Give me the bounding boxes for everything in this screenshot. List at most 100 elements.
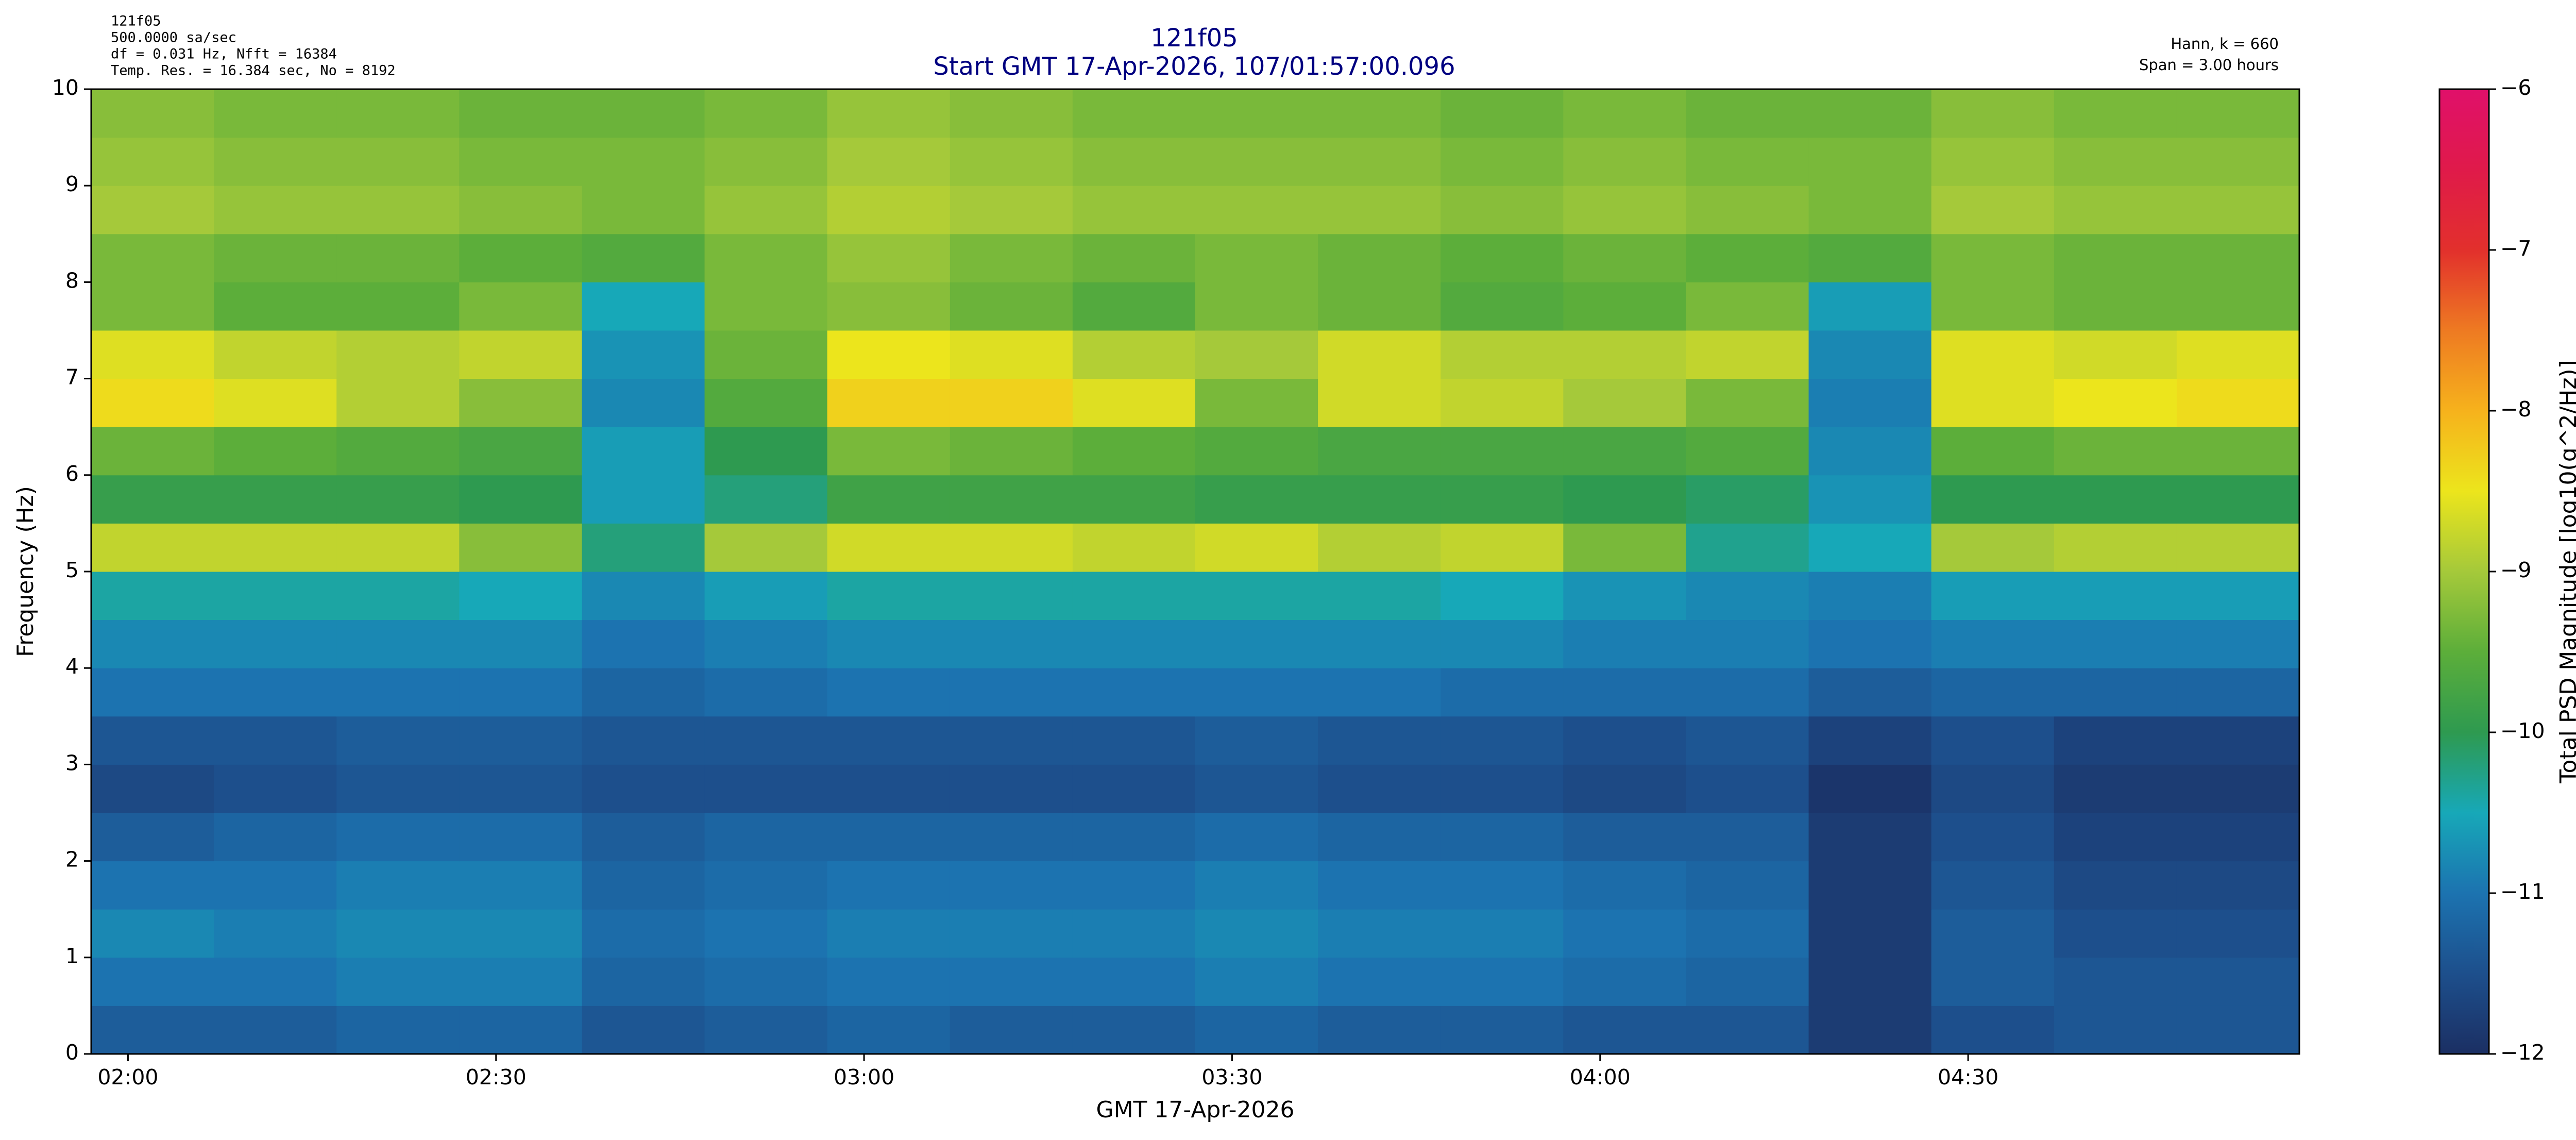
info-block: Hann, k = 660 Span = 3.00 hours — [2139, 35, 2279, 74]
heatmap-cell — [1808, 330, 1932, 379]
heatmap-cell — [214, 330, 337, 379]
heatmap-cell — [827, 572, 951, 621]
heatmap-cell — [1563, 330, 1686, 379]
heatmap-cell — [91, 668, 214, 717]
heatmap-cell — [336, 137, 460, 186]
heatmap-cell — [1440, 378, 1564, 427]
heatmap-cell — [704, 378, 828, 427]
heatmap-cell — [2054, 427, 2177, 476]
heatmap-cell — [582, 282, 705, 331]
heatmap-cell — [1195, 233, 1318, 282]
heatmap-cell — [2054, 330, 2177, 379]
heatmap-cell — [1808, 813, 1932, 862]
heatmap-cell — [1808, 186, 1932, 234]
y-tick-label: 9 — [65, 172, 79, 196]
heatmap-cell — [582, 572, 705, 621]
heatmap-cell — [582, 475, 705, 524]
heatmap-cell — [214, 475, 337, 524]
heatmap-cell — [1072, 716, 1196, 765]
heatmap-cell — [1072, 282, 1196, 331]
heatmap-cell — [1931, 1005, 2055, 1054]
heatmap-cell — [2054, 282, 2177, 331]
heatmap-cell — [827, 378, 951, 427]
heatmap-cell — [2176, 282, 2300, 331]
colorbar-tick-label: −7 — [2500, 236, 2531, 261]
heatmap-cell — [950, 813, 1073, 862]
heatmap-cell — [582, 233, 705, 282]
heatmap-cell — [827, 861, 951, 910]
heatmap-cell — [1195, 764, 1318, 813]
heatmap-cell — [1563, 813, 1686, 862]
heatmap — [91, 89, 2300, 1054]
heatmap-cell — [91, 233, 214, 282]
heatmap-cell — [2176, 137, 2300, 186]
heatmap-cell — [1318, 716, 1441, 765]
heatmap-cell — [336, 475, 460, 524]
y-tick-label: 6 — [65, 461, 79, 486]
heatmap-cell — [459, 89, 582, 138]
heatmap-cell — [1072, 861, 1196, 910]
heatmap-cell — [1318, 668, 1441, 717]
heatmap-cell — [2054, 523, 2177, 572]
heatmap-cell — [1195, 475, 1318, 524]
heatmap-cell — [2054, 475, 2177, 524]
heatmap-cell — [336, 813, 460, 862]
heatmap-cell — [1195, 668, 1318, 717]
heatmap-cell — [2054, 909, 2177, 958]
heatmap-cell — [1808, 523, 1932, 572]
heatmap-cell — [1440, 137, 1564, 186]
heatmap-cell — [582, 1005, 705, 1054]
heatmap-cell — [91, 378, 214, 427]
heatmap-cell — [2054, 764, 2177, 813]
heatmap-cell — [1563, 619, 1686, 668]
heatmap-cell — [1440, 186, 1564, 234]
heatmap-cell — [2054, 716, 2177, 765]
heatmap-cell — [2054, 137, 2177, 186]
heatmap-cell — [827, 475, 951, 524]
heatmap-cell — [1808, 764, 1932, 813]
heatmap-cell — [91, 861, 214, 910]
heatmap-cell — [1686, 330, 1809, 379]
heatmap-cell — [214, 427, 337, 476]
heatmap-cell — [1563, 572, 1686, 621]
heatmap-cell — [91, 475, 214, 524]
heatmap-cell — [2176, 716, 2300, 765]
heatmap-cell — [336, 427, 460, 476]
heatmap-cell — [1686, 427, 1809, 476]
heatmap-cell — [950, 764, 1073, 813]
heatmap-cell — [1195, 186, 1318, 234]
heatmap-cell — [1072, 813, 1196, 862]
heatmap-cell — [950, 233, 1073, 282]
heatmap-cell — [1072, 89, 1196, 138]
heatmap-cell — [1440, 475, 1564, 524]
heatmap-cell — [336, 619, 460, 668]
heatmap-cell — [582, 427, 705, 476]
heatmap-cell — [1931, 378, 2055, 427]
heatmap-cell — [214, 1005, 337, 1054]
heatmap-cell — [1931, 909, 2055, 958]
heatmap-cell — [214, 957, 337, 1006]
heatmap-cell — [1808, 861, 1932, 910]
y-tick-label: 5 — [65, 558, 79, 582]
heatmap-cell — [1686, 137, 1809, 186]
y-tick-label: 10 — [52, 75, 79, 100]
heatmap-cell — [582, 186, 705, 234]
heatmap-cell — [91, 572, 214, 621]
heatmap-cell — [1686, 957, 1809, 1006]
heatmap-cell — [1072, 427, 1196, 476]
heatmap-cell — [2176, 957, 2300, 1006]
heatmap-cell — [1072, 668, 1196, 717]
heatmap-cell — [336, 764, 460, 813]
heatmap-cell — [2054, 957, 2177, 1006]
heatmap-cell — [2054, 378, 2177, 427]
heatmap-cell — [827, 813, 951, 862]
heatmap-cell — [459, 282, 582, 331]
heatmap-cell — [582, 861, 705, 910]
heatmap-cell — [1931, 572, 2055, 621]
heatmap-cell — [1072, 330, 1196, 379]
heatmap-cell — [1318, 282, 1441, 331]
heatmap-cell — [582, 813, 705, 862]
heatmap-cell — [950, 909, 1073, 958]
heatmap-cell — [950, 186, 1073, 234]
